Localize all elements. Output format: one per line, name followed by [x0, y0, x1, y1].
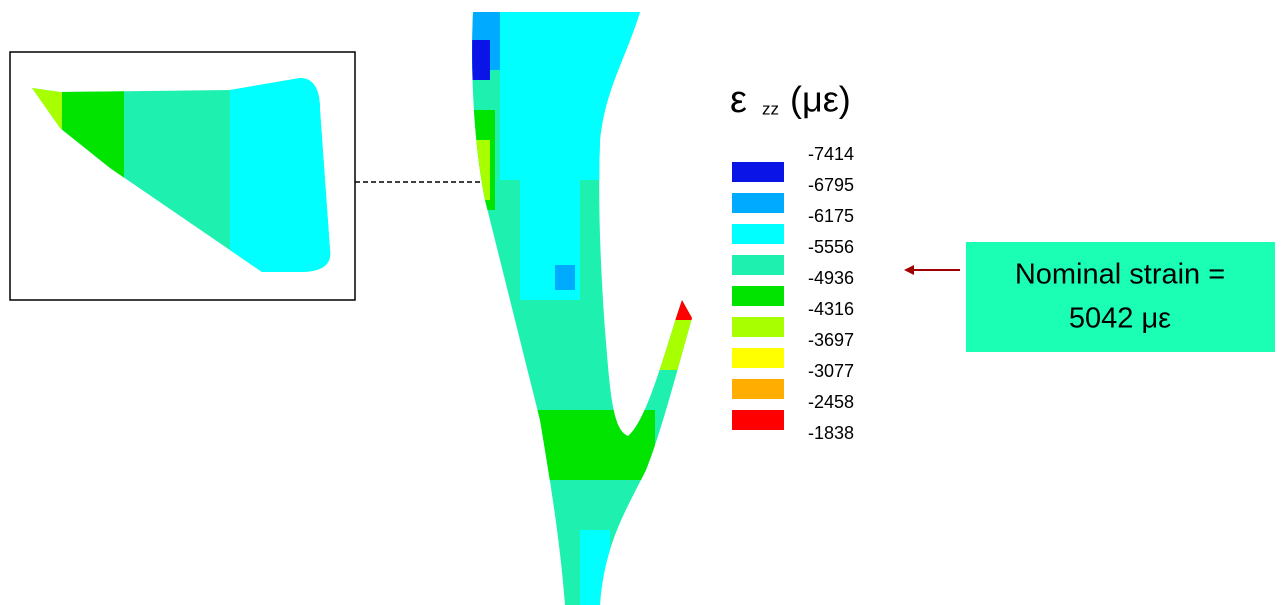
legend-swatch: [732, 348, 784, 368]
legend-swatch: [732, 162, 784, 182]
legend-label: -2458: [808, 392, 854, 412]
legend-unit: (με): [790, 79, 851, 120]
diagram: ε zz (με) -7414 -6795 -6175 -5556 -4936 -4316…: [0, 0, 1281, 605]
legend-symbol: ε: [730, 79, 747, 121]
legend-label: -6795: [808, 175, 854, 195]
legend-swatch: [732, 379, 784, 399]
legend-label: -4316: [808, 299, 854, 319]
legend-subscript: zz: [762, 99, 779, 118]
legend-swatch: [732, 193, 784, 213]
legend-label: -1838: [808, 423, 854, 443]
legend-swatch: [732, 410, 784, 430]
legend-swatch: [732, 255, 784, 275]
legend: ε zz (με) -7414 -6795 -6175 -5556 -4936 -4316…: [730, 79, 854, 443]
legend-label: -7414: [808, 144, 854, 164]
annotation-line: 5042 με: [1069, 303, 1171, 335]
bone-model: [460, 0, 700, 605]
arrow-head: [904, 265, 914, 275]
legend-label: -3077: [808, 361, 854, 381]
legend-label: -6175: [808, 206, 854, 226]
legend-label: -5556: [808, 237, 854, 257]
figure: ε zz (με) -7414 -6795 -6175 -5556 -4936 -4316…: [0, 0, 1281, 605]
annotation-line: Nominal strain =: [1015, 259, 1225, 291]
legend-swatch: [732, 317, 784, 337]
legend-label: -4936: [808, 268, 854, 288]
legend-swatch: [732, 286, 784, 306]
legend-label: -3697: [808, 330, 854, 350]
legend-swatch: [732, 224, 784, 244]
